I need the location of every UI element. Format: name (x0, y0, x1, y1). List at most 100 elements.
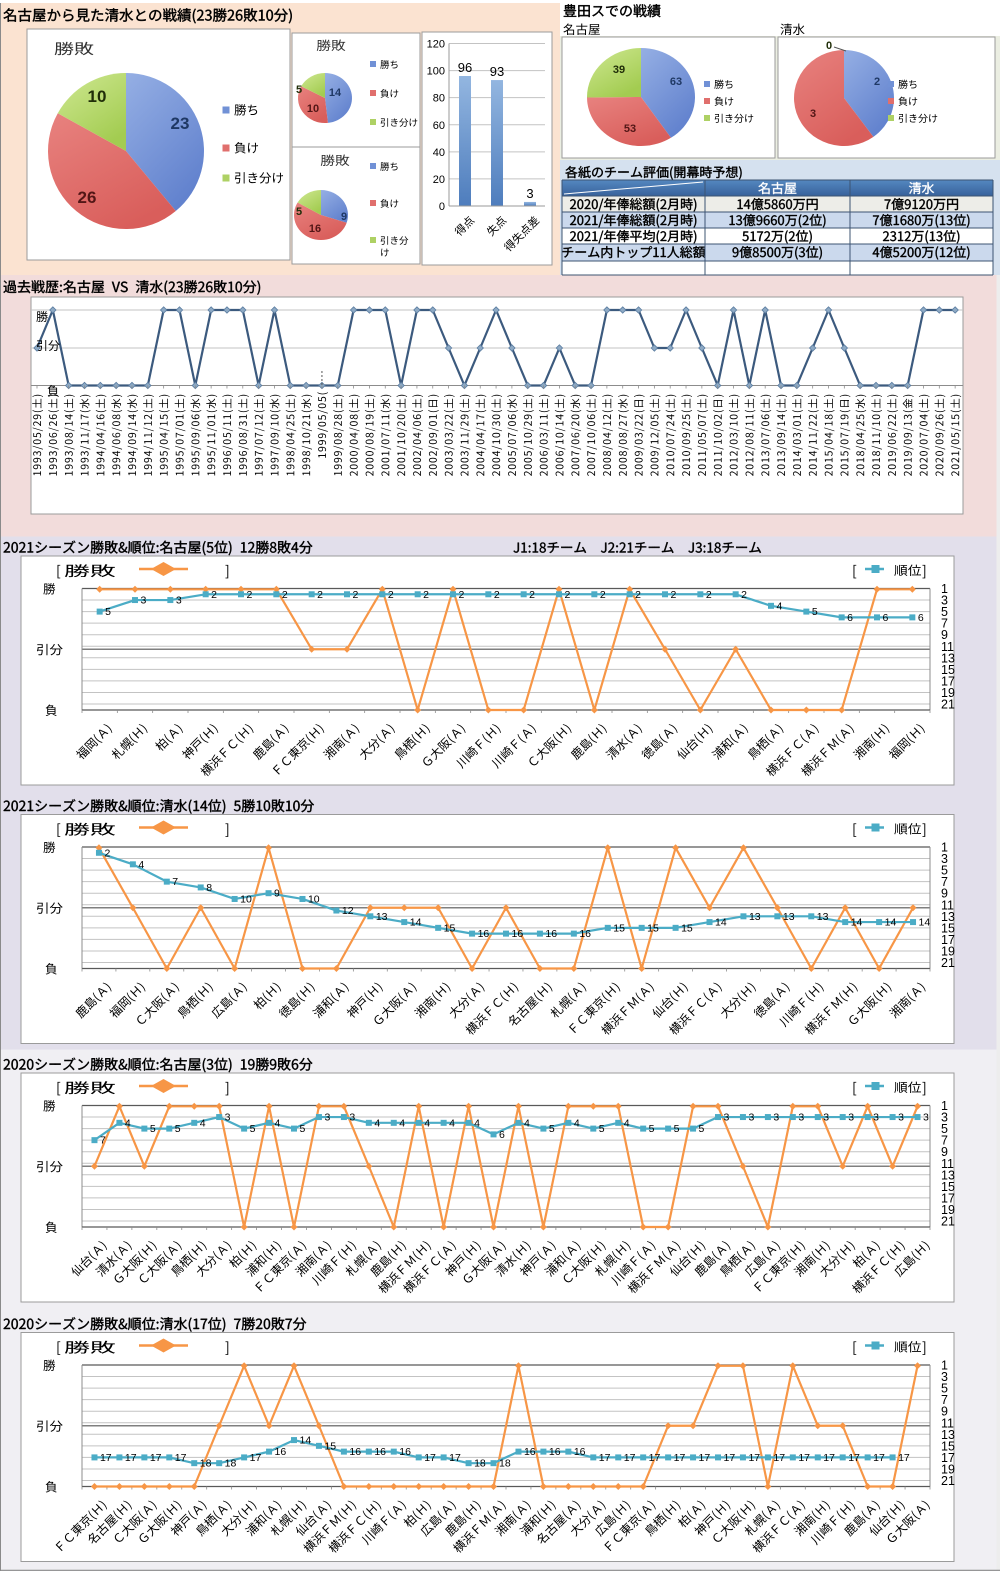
svg-text:3: 3 (923, 1112, 929, 1124)
svg-text:11: 11 (941, 1416, 954, 1430)
svg-text:2: 2 (741, 589, 747, 601)
svg-text:17: 17 (724, 1452, 736, 1464)
svg-text:0: 0 (826, 40, 832, 52)
svg-text:4: 4 (125, 1117, 131, 1129)
svg-text:5: 5 (105, 606, 111, 618)
svg-text:17: 17 (941, 1451, 955, 1465)
svg-text:5: 5 (150, 1123, 156, 1135)
svg-text:15: 15 (647, 922, 659, 934)
svg-text:13: 13 (941, 1428, 955, 1442)
svg-text:17: 17 (848, 1452, 860, 1464)
svg-text:17: 17 (748, 1452, 760, 1464)
svg-text:17: 17 (823, 1452, 835, 1464)
svg-text:3: 3 (748, 1112, 754, 1124)
svg-text:5: 5 (941, 1382, 948, 1396)
svg-text:13: 13 (941, 651, 955, 665)
svg-text:4: 4 (777, 600, 783, 612)
svg-text:15: 15 (681, 922, 693, 934)
svg-text:13: 13 (941, 1168, 955, 1182)
svg-text:7: 7 (941, 1134, 948, 1148)
svg-text:3: 3 (810, 108, 816, 120)
svg-text:14: 14 (851, 917, 863, 929)
svg-text:16: 16 (545, 928, 557, 940)
svg-text:17: 17 (941, 933, 955, 947)
svg-text:16: 16 (512, 928, 524, 940)
svg-text:13: 13 (817, 911, 829, 923)
svg-text:16: 16 (478, 928, 490, 940)
svg-text:17: 17 (250, 1452, 262, 1464)
svg-text:14: 14 (300, 1435, 312, 1447)
svg-text:3: 3 (898, 1112, 904, 1124)
svg-text:11: 11 (941, 898, 954, 912)
svg-text:16: 16 (399, 1446, 411, 1458)
svg-text:3: 3 (941, 1370, 948, 1384)
svg-text:11: 11 (941, 1157, 954, 1171)
svg-text:17: 17 (773, 1452, 785, 1464)
svg-text:14: 14 (329, 87, 342, 99)
svg-text:9: 9 (274, 888, 280, 900)
svg-text:3: 3 (324, 1112, 330, 1124)
svg-text:2: 2 (671, 589, 677, 601)
svg-text:2: 2 (600, 589, 606, 601)
svg-text:15: 15 (613, 922, 625, 934)
svg-text:6: 6 (883, 612, 889, 624)
svg-text:16: 16 (579, 928, 591, 940)
svg-text:60: 60 (433, 120, 445, 132)
svg-text:3: 3 (526, 186, 533, 201)
svg-text:5: 5 (649, 1123, 655, 1135)
svg-text:5: 5 (941, 1122, 948, 1136)
svg-text:16: 16 (549, 1446, 561, 1458)
svg-text:63: 63 (670, 76, 682, 88)
svg-text:6: 6 (847, 612, 853, 624)
svg-text:5: 5 (699, 1123, 705, 1135)
svg-text:6: 6 (918, 612, 924, 624)
svg-text:3: 3 (176, 595, 182, 607)
svg-text:16: 16 (374, 1446, 386, 1458)
svg-text:2: 2 (282, 589, 288, 601)
svg-text:16: 16 (524, 1446, 536, 1458)
svg-text:93: 93 (490, 64, 504, 79)
svg-text:4: 4 (624, 1117, 630, 1129)
svg-text:2: 2 (494, 589, 500, 601)
svg-text:18: 18 (200, 1458, 212, 1470)
svg-text:17: 17 (424, 1452, 436, 1464)
svg-text:17: 17 (100, 1452, 112, 1464)
svg-text:17: 17 (175, 1452, 187, 1464)
svg-text:9: 9 (941, 1145, 948, 1159)
svg-text:4: 4 (474, 1117, 480, 1129)
svg-text:13: 13 (941, 910, 955, 924)
svg-text:11: 11 (941, 640, 954, 654)
svg-text:10: 10 (307, 103, 319, 115)
svg-text:15: 15 (941, 921, 955, 935)
svg-text:4: 4 (138, 859, 144, 871)
svg-text:5: 5 (812, 606, 818, 618)
svg-text:7: 7 (941, 875, 948, 889)
svg-text:17: 17 (674, 1452, 686, 1464)
svg-text:7: 7 (941, 617, 948, 631)
svg-text:19: 19 (941, 1462, 955, 1476)
svg-text:16: 16 (349, 1446, 361, 1458)
svg-text:21: 21 (941, 1474, 955, 1488)
svg-text:5: 5 (175, 1123, 181, 1135)
svg-text:5: 5 (296, 84, 302, 96)
svg-text:3: 3 (225, 1112, 231, 1124)
svg-text:13: 13 (749, 911, 761, 923)
svg-text:3: 3 (141, 595, 147, 607)
svg-text:17: 17 (941, 1191, 955, 1205)
svg-text:3: 3 (873, 1112, 879, 1124)
svg-text:7: 7 (100, 1135, 106, 1147)
svg-text:10: 10 (240, 893, 252, 905)
svg-text:0: 0 (439, 201, 445, 213)
svg-text:17: 17 (150, 1452, 162, 1464)
svg-text:3: 3 (724, 1112, 730, 1124)
svg-text:17: 17 (898, 1452, 910, 1464)
svg-text:15: 15 (324, 1440, 336, 1452)
svg-text:40: 40 (433, 147, 445, 159)
svg-text:23: 23 (171, 114, 190, 133)
svg-text:12: 12 (342, 905, 354, 917)
svg-text:9: 9 (941, 887, 948, 901)
svg-text:2: 2 (874, 76, 880, 88)
svg-text:17: 17 (873, 1452, 885, 1464)
svg-text:14: 14 (885, 917, 897, 929)
svg-text:4: 4 (424, 1117, 430, 1129)
